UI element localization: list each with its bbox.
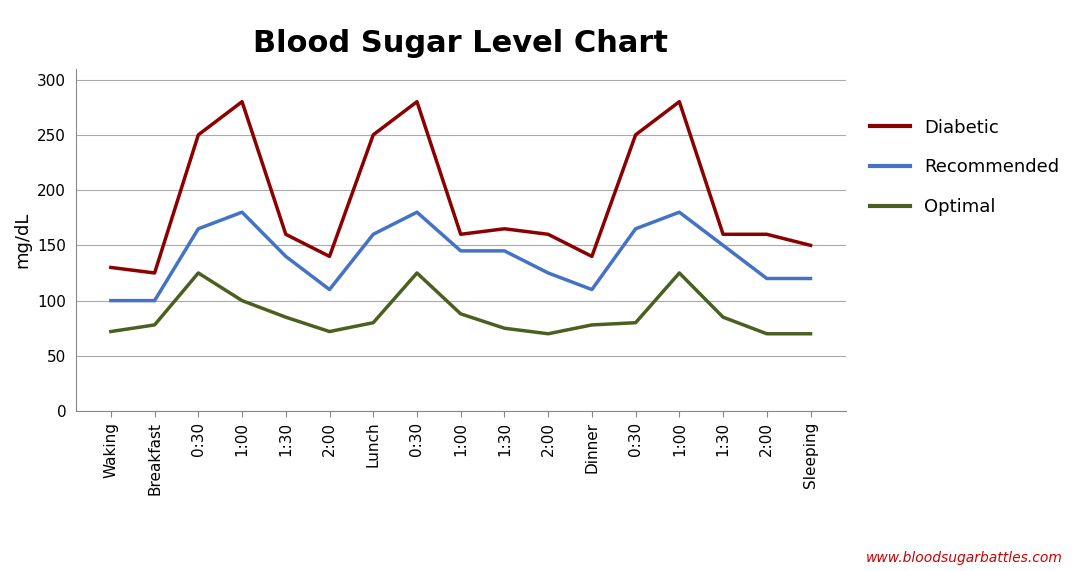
Recommended	[804, 275, 817, 282]
Optimal	[585, 321, 598, 328]
Optimal	[629, 319, 642, 326]
Recommended	[366, 231, 379, 238]
Recommended	[542, 270, 555, 276]
Diabetic	[366, 131, 379, 138]
Optimal	[673, 270, 686, 276]
Optimal	[235, 297, 248, 304]
Diabetic	[104, 264, 117, 271]
Diabetic	[323, 253, 336, 260]
Optimal	[280, 313, 293, 320]
Optimal	[104, 328, 117, 335]
Recommended	[760, 275, 773, 282]
Diabetic	[454, 231, 467, 238]
Optimal	[323, 328, 336, 335]
Legend: Diabetic, Recommended, Optimal: Diabetic, Recommended, Optimal	[870, 119, 1059, 216]
Line: Optimal: Optimal	[111, 273, 811, 334]
Diabetic	[192, 131, 205, 138]
Diabetic	[411, 98, 424, 105]
Recommended	[585, 286, 598, 293]
Optimal	[760, 331, 773, 337]
Diabetic	[760, 231, 773, 238]
Optimal	[542, 331, 555, 337]
Diabetic	[280, 231, 293, 238]
Diabetic	[804, 242, 817, 249]
Line: Diabetic: Diabetic	[111, 102, 811, 273]
Y-axis label: mg/dL: mg/dL	[14, 212, 31, 268]
Optimal	[717, 313, 730, 320]
Optimal	[804, 331, 817, 337]
Recommended	[454, 247, 467, 254]
Recommended	[673, 209, 686, 216]
Recommended	[498, 247, 511, 254]
Diabetic	[498, 226, 511, 232]
Diabetic	[542, 231, 555, 238]
Optimal	[454, 311, 467, 317]
Line: Recommended: Recommended	[111, 212, 811, 300]
Recommended	[280, 253, 293, 260]
Diabetic	[149, 270, 162, 276]
Optimal	[411, 270, 424, 276]
Diabetic	[585, 253, 598, 260]
Recommended	[323, 286, 336, 293]
Diabetic	[629, 131, 642, 138]
Recommended	[629, 226, 642, 232]
Recommended	[235, 209, 248, 216]
Title: Blood Sugar Level Chart: Blood Sugar Level Chart	[254, 29, 668, 58]
Diabetic	[717, 231, 730, 238]
Optimal	[192, 270, 205, 276]
Recommended	[149, 297, 162, 304]
Recommended	[717, 242, 730, 249]
Optimal	[149, 321, 162, 328]
Recommended	[104, 297, 117, 304]
Optimal	[366, 319, 379, 326]
Text: www.bloodsugarbattles.com: www.bloodsugarbattles.com	[865, 551, 1062, 565]
Diabetic	[673, 98, 686, 105]
Optimal	[498, 325, 511, 332]
Recommended	[192, 226, 205, 232]
Recommended	[411, 209, 424, 216]
Diabetic	[235, 98, 248, 105]
